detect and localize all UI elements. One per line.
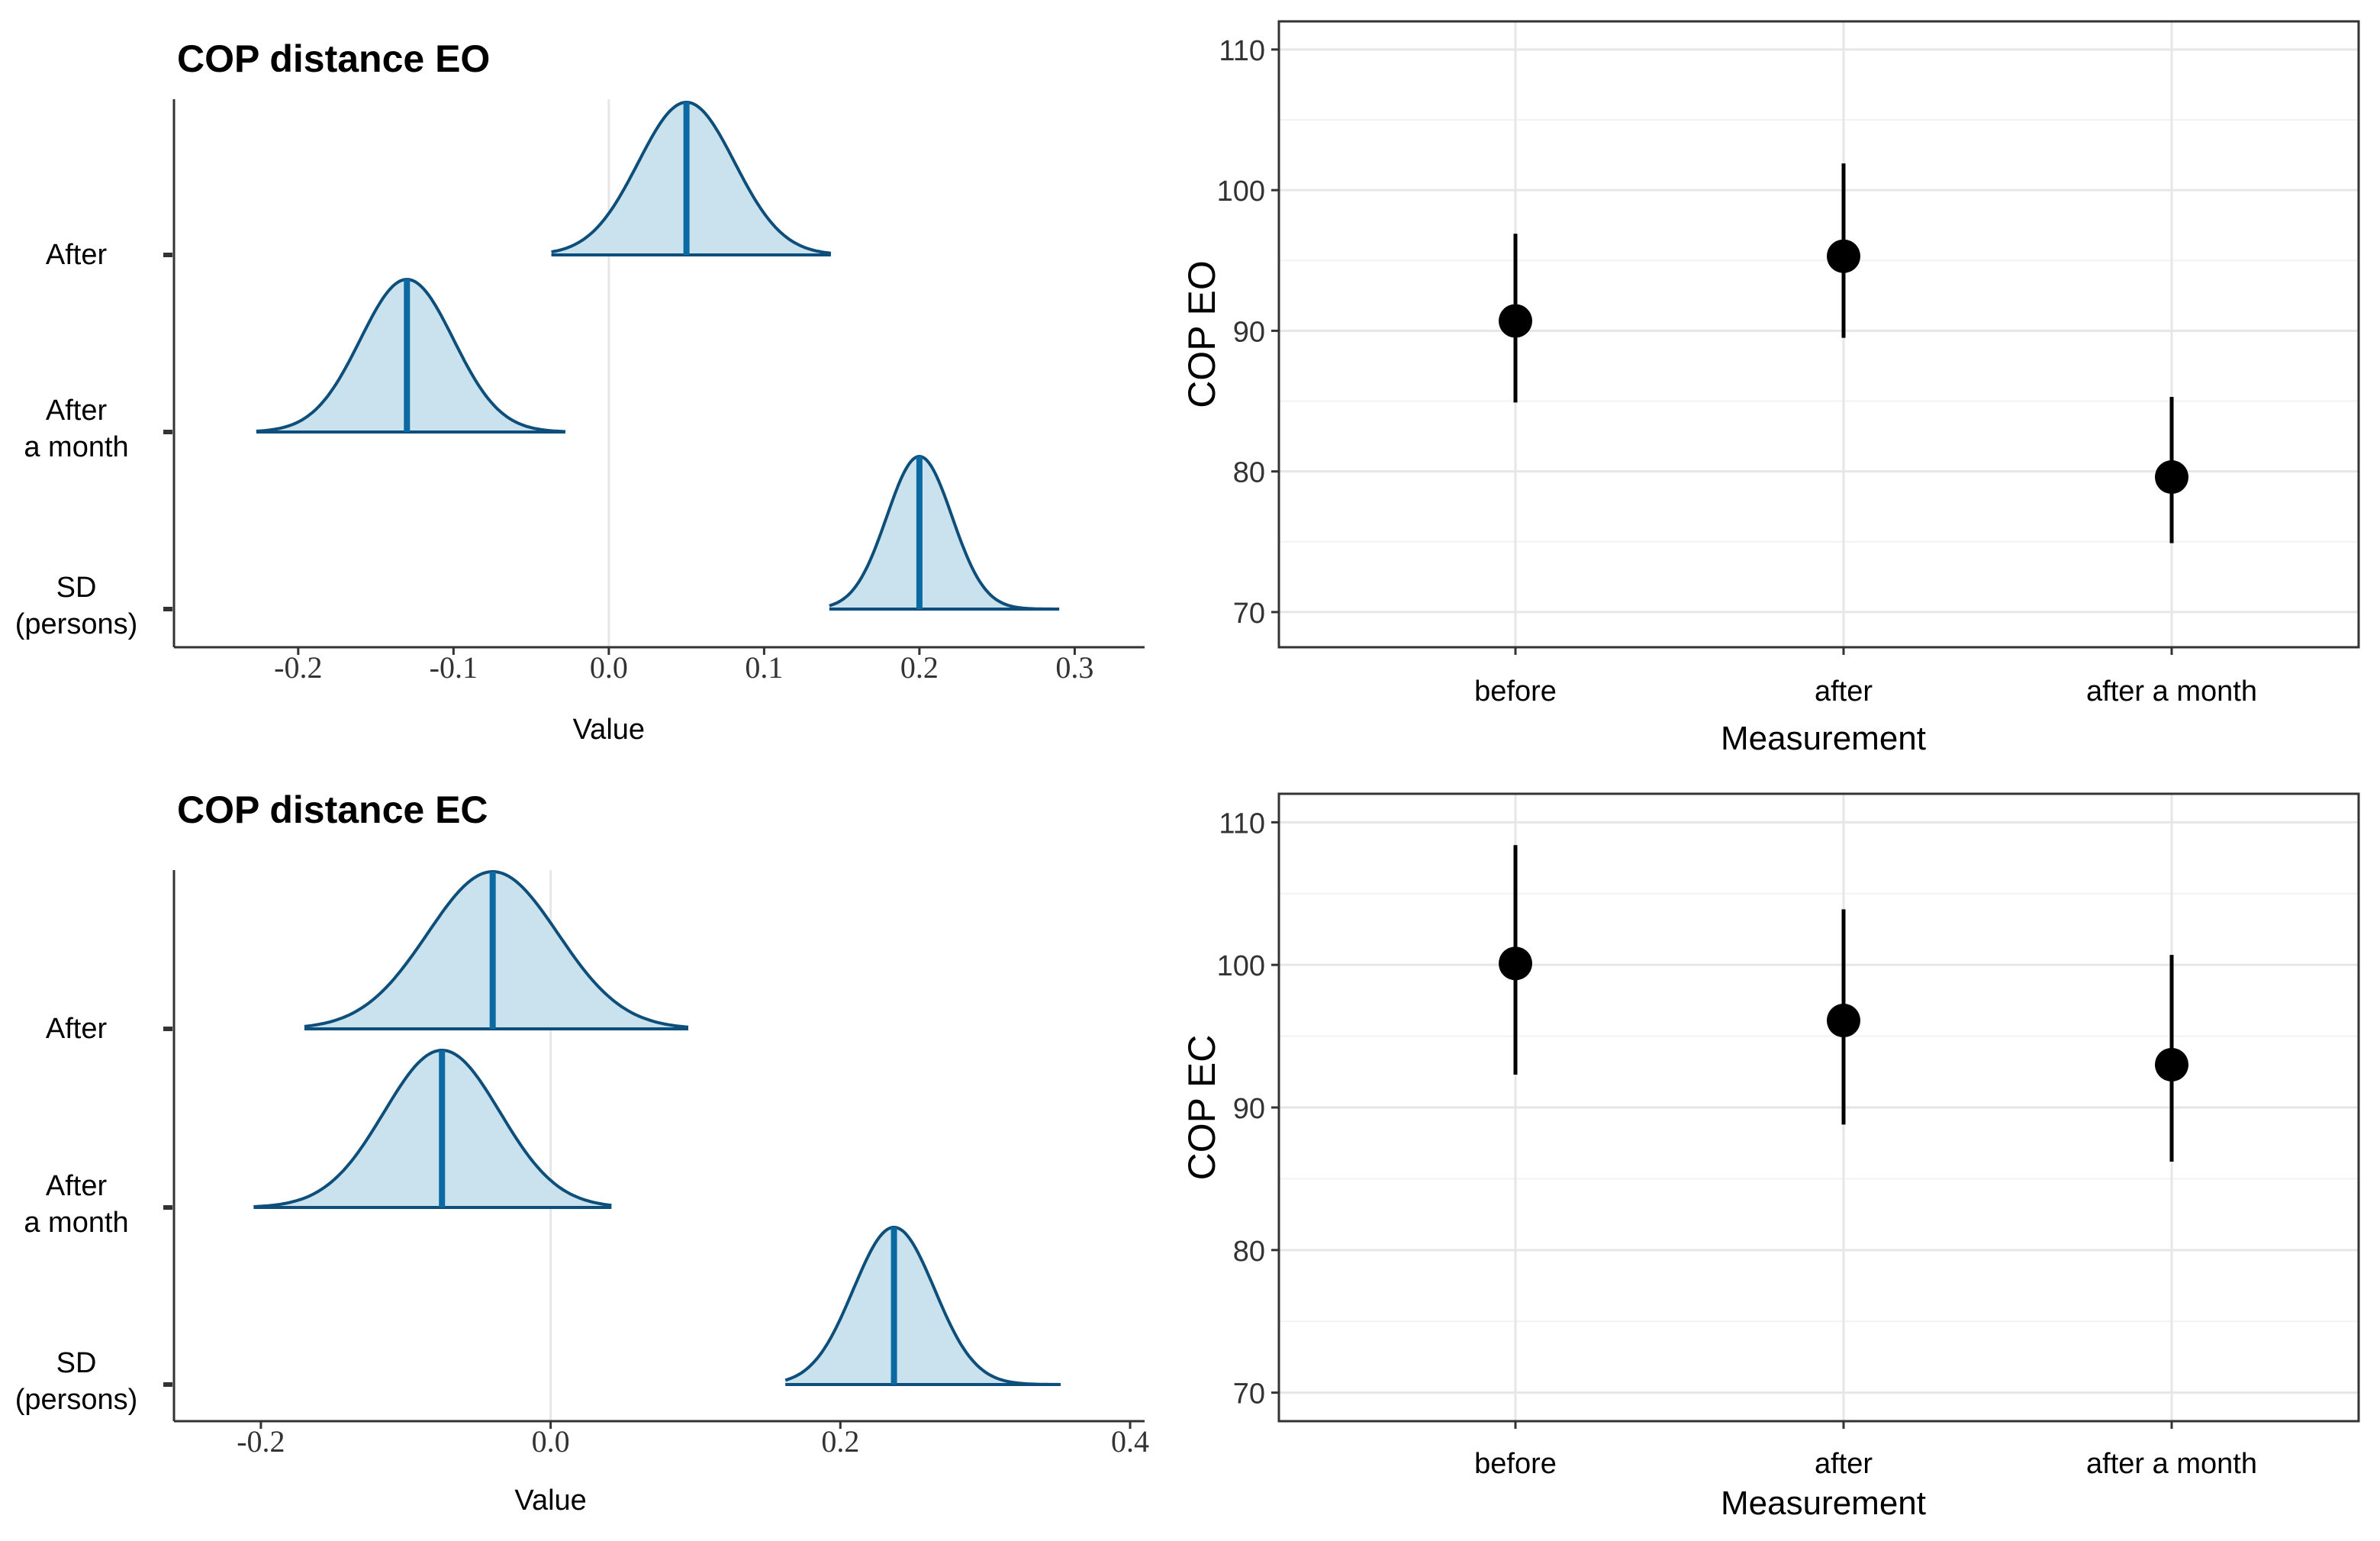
data-point — [1827, 239, 1860, 273]
x-axis-label: Measurement — [1721, 720, 1926, 757]
x-tick-label: 0.0 — [532, 1424, 570, 1459]
row-label: a month — [24, 1207, 128, 1239]
x-tick-label: after a month — [2086, 1448, 2257, 1480]
x-tick-label: before — [1474, 1448, 1557, 1480]
x-tick-label: -0.2 — [274, 650, 322, 685]
row-label: After — [46, 1013, 108, 1045]
panel-title: COP distance EO — [177, 37, 490, 80]
row-label: After — [46, 1170, 108, 1202]
density-area — [256, 279, 565, 432]
panel-title: COP distance EC — [177, 788, 488, 831]
errorbar-panel-2: 70 80 90 100 110 before after after a month Meas… — [1180, 792, 2360, 1522]
x-tick-label: after — [1815, 675, 1873, 708]
density-area — [551, 102, 831, 255]
x-tick-label: -0.2 — [237, 1424, 285, 1459]
y-tick-label: 70 — [1233, 1378, 1265, 1410]
x-axis-label: Value — [514, 1485, 586, 1517]
x-tick-label: after a month — [2086, 675, 2257, 708]
row-label: a month — [24, 431, 128, 463]
x-tick-label: 0.0 — [590, 650, 628, 685]
x-axis-label: Measurement — [1721, 1485, 1926, 1522]
row-label: SD — [56, 572, 97, 604]
x-tick-label: 0.2 — [900, 650, 939, 685]
data-point — [1827, 1004, 1860, 1038]
density-curve — [304, 870, 689, 1029]
x-tick-label: 0.3 — [1055, 650, 1093, 685]
y-tick-label: 110 — [1219, 808, 1265, 840]
x-tick-label: 0.2 — [821, 1424, 859, 1459]
x-tick-label: before — [1474, 675, 1557, 708]
y-tick-label: 90 — [1233, 316, 1265, 348]
x-tick-label: 0.1 — [745, 650, 783, 685]
x-tick-label: after — [1815, 1448, 1873, 1480]
density-curve — [256, 278, 565, 434]
density-curve — [551, 101, 832, 255]
density-curve — [253, 1049, 612, 1208]
density-area — [253, 1050, 612, 1207]
y-tick-label: 80 — [1233, 457, 1265, 489]
y-tick-label: 100 — [1217, 176, 1265, 208]
density-area — [304, 872, 688, 1029]
x-tick-label: -0.1 — [430, 650, 478, 685]
row-label: SD — [56, 1347, 97, 1379]
y-tick-label: 90 — [1233, 1093, 1265, 1125]
density-curve — [784, 1226, 1061, 1386]
y-tick-label: 80 — [1233, 1236, 1265, 1268]
row-label: After — [46, 395, 108, 427]
panel-border — [1277, 20, 2360, 649]
density-area — [785, 1227, 1061, 1385]
data-point — [2155, 1047, 2188, 1082]
row-label: (persons) — [15, 608, 138, 640]
data-point — [2155, 460, 2188, 495]
y-tick-label: 100 — [1217, 950, 1265, 982]
y-tick-label: 110 — [1219, 35, 1265, 67]
density-panel-1: COP distance EO After After a month SD (perso… — [15, 37, 1145, 746]
row-label: (persons) — [15, 1384, 138, 1416]
x-axis-label: Value — [573, 714, 645, 746]
density-area — [829, 456, 1060, 609]
y-tick-label: 70 — [1233, 598, 1265, 630]
y-axis-label: COP EC — [1180, 1035, 1223, 1181]
data-point — [1499, 946, 1532, 981]
errorbar-panel-1: 70 80 90 100 110 before after after a month Meas… — [1180, 20, 2360, 757]
row-label: After — [46, 239, 108, 271]
density-panel-2: COP distance EC After After a month SD (perso… — [15, 788, 1149, 1517]
data-point — [1499, 304, 1532, 338]
y-axis-label: COP EO — [1180, 260, 1223, 408]
x-tick-label: 0.4 — [1111, 1424, 1149, 1459]
